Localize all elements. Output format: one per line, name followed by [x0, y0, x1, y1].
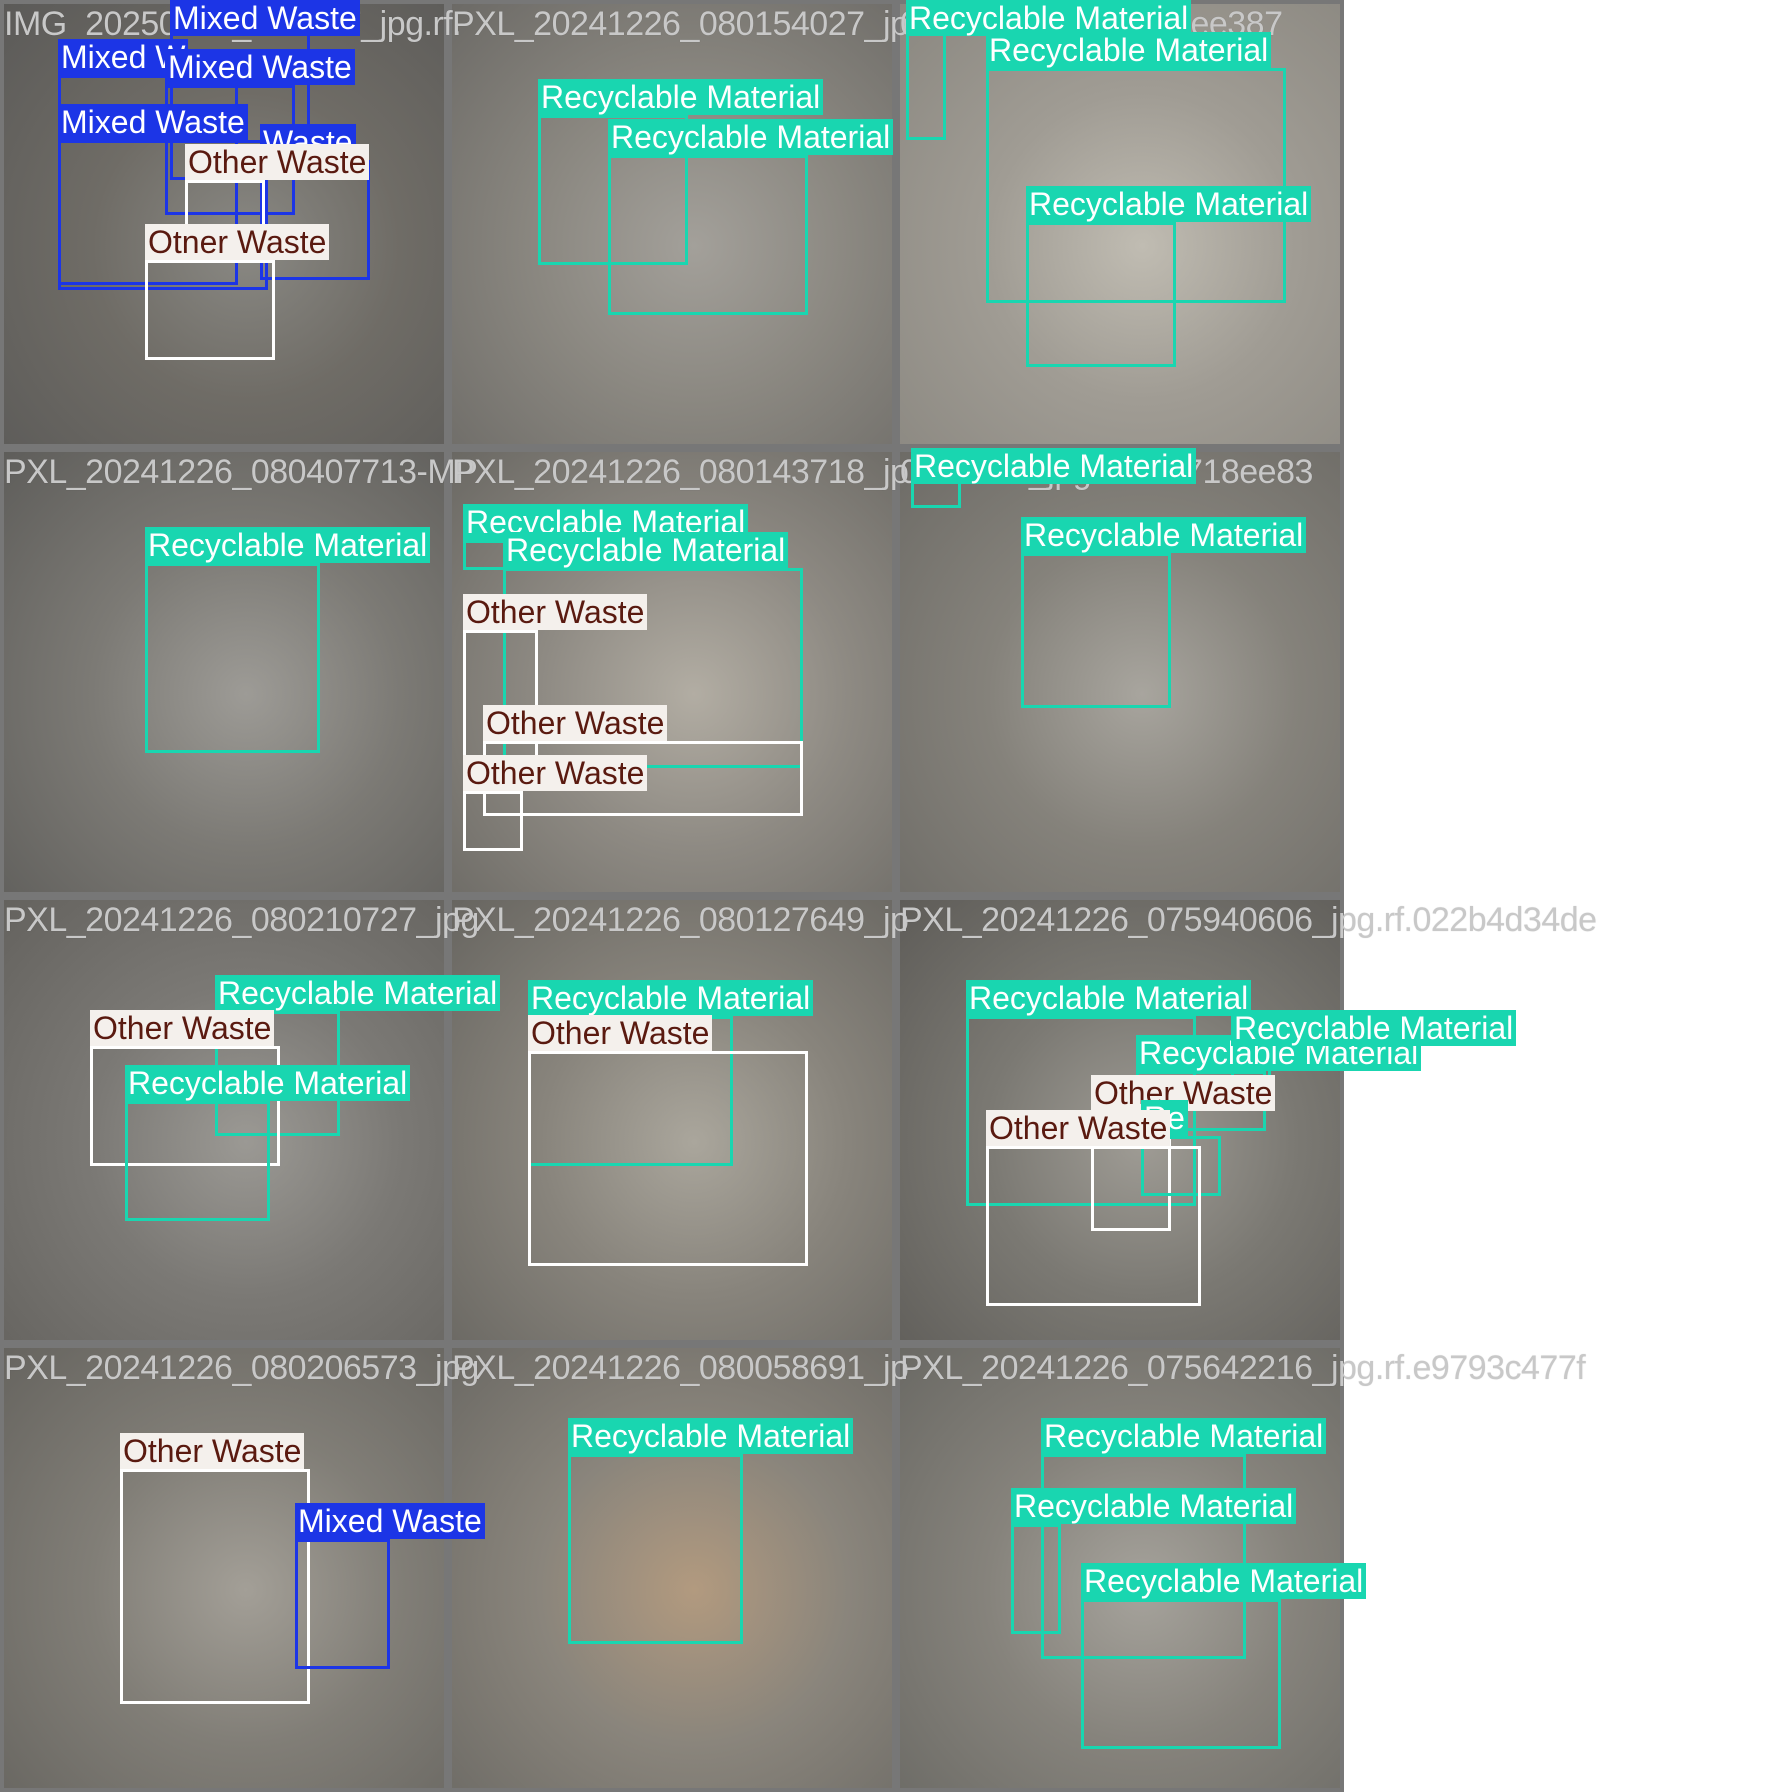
mosaic-tile: PXL_20241226_080058691_jp Recyclable Mate…: [448, 1344, 909, 1792]
bounding-box: [986, 68, 1286, 303]
photo: [452, 900, 892, 1340]
bounding-box: [568, 1454, 743, 1644]
image-filename: PXL_20241226_080127649_jp: [452, 901, 909, 939]
class-label: Recyclable Material: [1011, 1488, 1297, 1524]
class-label: Mixed Waste: [58, 104, 248, 140]
class-label: Other Waste: [90, 1010, 275, 1046]
mosaic-tile: PXL_20241226_080407713-MP Recyclable Mate…: [0, 448, 478, 896]
class-label: Recyclable Material: [1041, 1418, 1327, 1454]
bounding-box: [1011, 1524, 1061, 1634]
bounding-box: [120, 1469, 310, 1704]
class-label: Mixed Waste: [165, 49, 355, 85]
mosaic-tile: 011661_jpg.rf.3af09ee387Recyclable Mater…: [896, 0, 1344, 448]
mosaic-tile: 0009542_jpg.rf.6b6718ee83Recyclable Mate…: [896, 448, 1344, 896]
class-label: Recyclable Material: [125, 1065, 411, 1101]
class-label: Other Waste: [483, 705, 668, 741]
class-label: Other Waste: [120, 1433, 305, 1469]
class-label: Recyclable Material: [986, 32, 1272, 68]
class-label: Recyclable Material: [538, 79, 824, 115]
bounding-box: [1141, 1136, 1221, 1196]
class-label: Recyclable Material: [1021, 517, 1307, 553]
class-label: Other Waste: [463, 755, 648, 791]
class-label: Recyclable Material: [911, 448, 1197, 484]
photo: [4, 1348, 444, 1788]
mosaic-tile: PXL_20241226_080210727_jpg Recyclable Mat…: [0, 896, 501, 1344]
bounding-box: [145, 563, 320, 753]
image-filename: PXL_20241226_075940606_jpg.rf.022b4d34de: [900, 901, 1597, 939]
class-label: Other Waste: [986, 1110, 1171, 1146]
class-label: Otner Waste: [145, 224, 330, 260]
bounding-box: [906, 20, 946, 140]
class-label: Recyclable Material: [528, 980, 814, 1016]
image-filename: PXL_20241226_075642216_jpg.rf.e9793c477f: [900, 1349, 1586, 1387]
class-label: Mixed Waste: [170, 0, 360, 36]
tile-frame: [448, 896, 896, 1344]
mosaic-tile: PXL_20241226_080206573_jpg Other Waste Mix…: [0, 1344, 485, 1792]
class-label: Recyclable Material: [1026, 186, 1312, 222]
bounding-box: [503, 568, 803, 768]
class-label: Other Waste: [463, 594, 648, 630]
tile-frame: [0, 1344, 448, 1792]
image-filename: PXL_20241226_080058691_jp: [452, 1349, 909, 1387]
image-filename: PXL_20241226_080210727_jpg: [4, 901, 479, 939]
bounding-box: [1041, 1454, 1246, 1659]
class-label: Mixed W: [58, 39, 189, 75]
bounding-box: [125, 1101, 270, 1221]
bounding-box: [538, 115, 688, 265]
mosaic-tile: PXL_20241226_075642216_jpg.rf.e9793c477f…: [896, 1344, 1586, 1792]
class-label: Recyclable Material: [608, 119, 894, 155]
class-label: Recyclable Material: [145, 527, 431, 563]
class-label: Recyclable Material: [215, 975, 501, 1011]
photo: [452, 4, 892, 444]
bounding-box: [966, 1016, 1196, 1206]
class-label: Recyclable Material: [1231, 1010, 1517, 1046]
class-label: Recyclable Material: [966, 980, 1252, 1016]
class-label: Recyclable Material: [568, 1418, 854, 1454]
tile-frame: [0, 896, 448, 1344]
bounding-box: [986, 1146, 1201, 1306]
bounding-box: [58, 140, 268, 290]
class-label: Recyclable Material: [503, 532, 789, 568]
class-label: Other Waste: [528, 1015, 713, 1051]
class-label: Recyclable Material: [906, 0, 1192, 36]
bounding-box: [1021, 553, 1171, 708]
bounding-box: [528, 1051, 808, 1266]
mosaic-tile: PXL_20241226_080127649_jp Recyclable Mate…: [448, 896, 909, 1344]
mosaic-tile: PXL_20241226_080154027_jp Recyclable Mate…: [448, 0, 909, 448]
bounding-box: [90, 1046, 280, 1166]
bounding-box: [463, 791, 523, 851]
mosaic-tile: PXL_20241226_075940606_jpg.rf.022b4d34de…: [896, 896, 1597, 1344]
image-filename: PXL_20241226_080154027_jp: [452, 5, 909, 43]
image-filename: PXL_20241226_080407713-MP: [4, 453, 478, 491]
bounding-box: [1026, 222, 1176, 367]
mosaic-tile: IMG_20250104_070727_jpg.rf.Mixed WasteMi…: [0, 0, 462, 448]
tile-frame: [448, 0, 896, 448]
image-filename: PXL_20241226_080143718_jp: [452, 453, 909, 491]
class-label: Recyclable Material: [1081, 1563, 1367, 1599]
bounding-box: [145, 260, 275, 360]
tile-frame: [0, 448, 448, 896]
class-label: Other Waste: [185, 144, 370, 180]
photo: [4, 452, 444, 892]
image-filename: PXL_20241226_080206573_jpg: [4, 1349, 479, 1387]
mosaic-tile: PXL_20241226_080143718_jp Recyclable Mate…: [448, 448, 909, 896]
class-label: Mixed Waste: [295, 1503, 485, 1539]
bounding-box: [295, 1539, 390, 1669]
bounding-box: [608, 155, 808, 315]
photo: [4, 900, 444, 1340]
bounding-box: [1081, 1599, 1281, 1749]
